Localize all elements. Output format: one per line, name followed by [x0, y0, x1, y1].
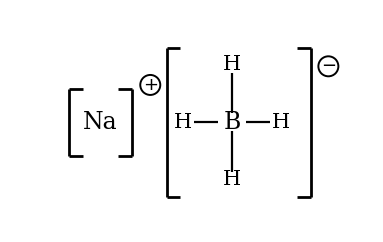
Text: H: H [223, 55, 241, 74]
Text: Na: Na [82, 111, 117, 134]
Text: H: H [272, 113, 290, 132]
Text: +: + [143, 76, 158, 94]
Text: B: B [223, 111, 241, 134]
Text: −: − [321, 57, 336, 75]
Text: H: H [174, 113, 192, 132]
Text: H: H [223, 170, 241, 189]
